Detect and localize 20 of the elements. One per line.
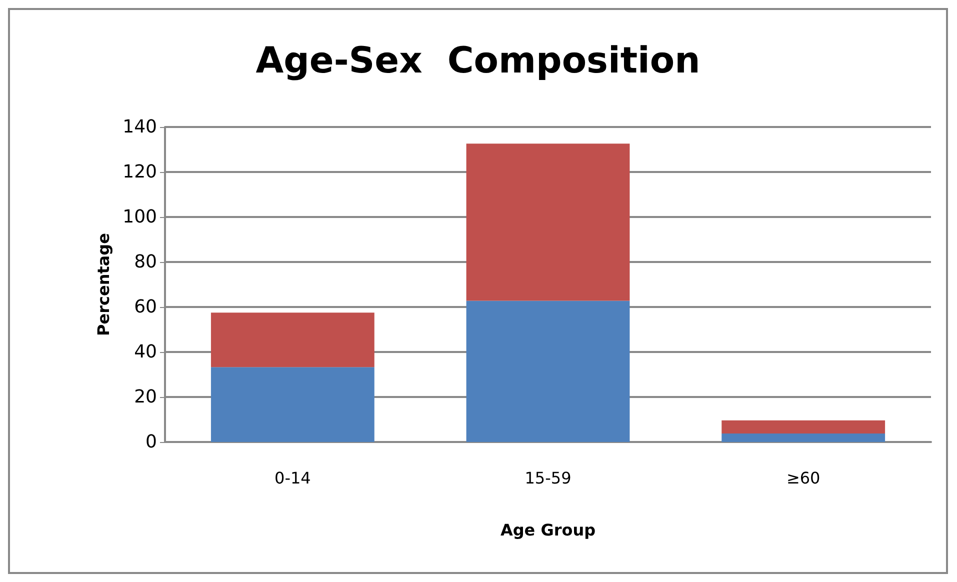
x-tick-label: 15-59: [524, 468, 572, 488]
bar: [466, 300, 630, 442]
y-tick-label: 100: [122, 206, 157, 228]
y-tick-label: 140: [122, 116, 157, 138]
bar: [466, 144, 630, 301]
y-tick-label: 80: [134, 252, 157, 272]
bar: [210, 312, 374, 368]
chart-title: Age-Sex Composition: [256, 40, 700, 82]
bar: [722, 420, 886, 434]
x-axis-title: Age Group: [500, 520, 596, 540]
y-tick-label: 20: [134, 386, 157, 408]
y-tick-label: 40: [134, 342, 157, 362]
x-tick-label: ≥60: [786, 468, 820, 488]
bar: [722, 433, 886, 442]
y-axis-title: Percentage: [94, 232, 114, 336]
y-tick-label: 120: [122, 162, 157, 182]
y-tick-label: 0: [146, 432, 157, 452]
y-tick-label: 60: [134, 296, 157, 318]
bar: [210, 367, 374, 442]
x-tick-label: 0-14: [274, 468, 311, 488]
